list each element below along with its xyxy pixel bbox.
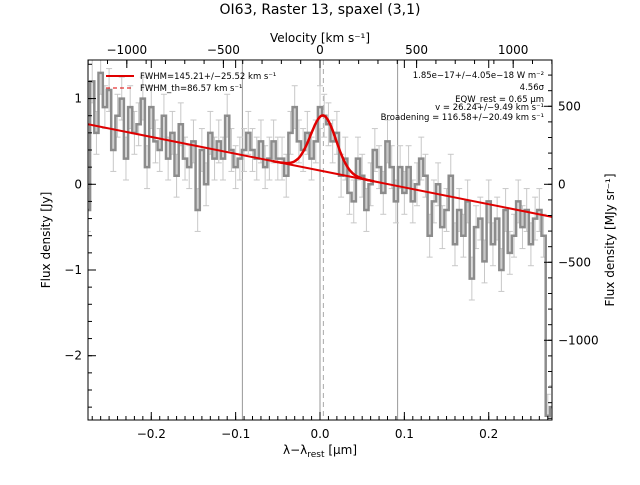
fit-annotation: v = 26.24+/−9.49 km s⁻¹ bbox=[435, 103, 544, 113]
x-tick-label: 0.1 bbox=[395, 427, 414, 441]
top-tick-label: −500 bbox=[207, 43, 240, 57]
legend-label: FWHM=145.21+/−25.52 km s⁻¹ bbox=[140, 72, 276, 82]
top-tick-label: 1000 bbox=[498, 43, 529, 57]
x-tick-label: −0.1 bbox=[221, 427, 250, 441]
fit-annotation: Broadening = 116.58+/−20.49 km s⁻¹ bbox=[381, 113, 544, 123]
right-tick-label: −500 bbox=[558, 255, 591, 269]
x-tick-label: −0.2 bbox=[137, 427, 166, 441]
y-tick-label: −1 bbox=[64, 263, 82, 277]
x-tick-label: 0.0 bbox=[310, 427, 329, 441]
fit-annotation: 4.56σ bbox=[520, 83, 545, 93]
legend-label: FWHM_th=86.57 km s⁻¹ bbox=[140, 84, 242, 94]
y-axis-label-right: Flux density [MJy sr⁻¹] bbox=[603, 173, 617, 306]
top-tick-label: 0 bbox=[316, 43, 324, 57]
right-tick-label: 0 bbox=[558, 177, 566, 191]
continuum-fit-line bbox=[88, 123, 552, 218]
x-axis-label: λ−λrest [μm] bbox=[283, 443, 357, 460]
fit-annotation: EQW_rest = 0.65 μm bbox=[455, 95, 544, 105]
x-axis-label-main: λ−λ bbox=[283, 443, 307, 457]
x-tick-label: 0.2 bbox=[479, 427, 498, 441]
right-tick-label: −1000 bbox=[558, 333, 599, 347]
data-series-step bbox=[88, 71, 552, 417]
fit-annotation: 1.85e−17+/−4.05e−18 W m⁻² bbox=[413, 71, 544, 81]
right-tick-label: 500 bbox=[558, 99, 581, 113]
top-axis-label: Velocity [km s⁻¹] bbox=[270, 31, 370, 45]
top-tick-label: 500 bbox=[405, 43, 428, 57]
chart-title: OI63, Raster 13, spaxel (3,1) bbox=[220, 2, 421, 18]
top-tick-label: −1000 bbox=[107, 43, 148, 57]
y-tick-label: 1 bbox=[74, 92, 82, 106]
y-tick-label: −2 bbox=[64, 349, 82, 363]
x-axis-label-unit: [μm] bbox=[325, 443, 358, 457]
gaussian-fit-curve bbox=[272, 114, 375, 183]
x-axis-label-sub: rest bbox=[307, 450, 325, 460]
y-axis-label: Flux density [Jy] bbox=[39, 192, 53, 289]
y-tick-label: 0 bbox=[74, 177, 82, 191]
plot-area bbox=[88, 60, 552, 420]
